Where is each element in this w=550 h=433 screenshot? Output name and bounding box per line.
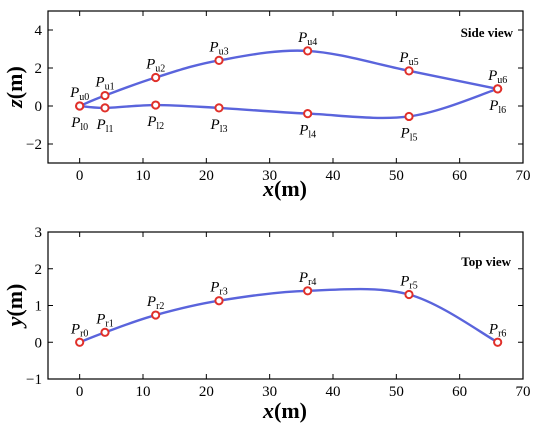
side-view-x-tick-label: 20 — [199, 168, 214, 184]
top-view-curves — [79, 287, 499, 344]
side-view-points — [75, 46, 503, 122]
side-view-point-label: Pu4 — [297, 30, 317, 48]
top-view-x-tick-label: 30 — [262, 384, 277, 400]
side-view-point — [404, 111, 414, 122]
side-view-point-label: Pl1 — [96, 117, 114, 135]
side-view-x-var: x — [262, 176, 274, 201]
top-view-point-label: Pr0 — [70, 321, 89, 339]
side-view-point — [303, 46, 313, 56]
side-view-point-label: Pu3 — [208, 39, 228, 57]
side-view-x-tick-label: 50 — [389, 168, 404, 184]
side-view-x-tick-label: 70 — [516, 168, 531, 184]
top-view-y-tick-label: 0 — [35, 335, 43, 351]
side-view-x-tick-label: 0 — [76, 168, 84, 184]
top-view-point — [151, 310, 161, 320]
top-view-y-tick-label: 3 — [35, 225, 43, 241]
top-view-y-axis-label: y(m) — [2, 284, 27, 330]
side-view-x-tick-label: 60 — [452, 168, 467, 184]
top-view-panel-label: Top view — [461, 254, 511, 269]
side-view-point-label: Pl3 — [210, 117, 228, 135]
top-view-point — [404, 289, 414, 300]
top-view-y-unit: (m) — [2, 284, 27, 317]
side-view-point — [303, 109, 313, 119]
top-view-y-var: y — [2, 316, 27, 329]
side-view-y-tick-label: 0 — [35, 99, 43, 115]
side-view-y-ticks: −2 0 2 4 — [26, 23, 523, 153]
side-view-point — [404, 66, 414, 76]
side-view-point — [151, 100, 161, 110]
top-view-x-tick-label: 10 — [136, 384, 151, 400]
top-view-x-axis-label: x(m) — [262, 398, 307, 423]
side-view-point — [151, 72, 161, 83]
top-view-point-label: Pr6 — [488, 321, 507, 339]
top-view-x-unit: (m) — [274, 398, 307, 423]
top-view-point-label: Pr4 — [298, 270, 317, 288]
side-view-y-tick-label: 2 — [35, 61, 43, 77]
side-view-point — [214, 55, 224, 66]
top-view-point — [75, 337, 85, 347]
side-view-point — [100, 103, 110, 113]
top-view-plot-frame — [47, 231, 524, 380]
top-view-x-var: x — [262, 398, 274, 423]
side-view-y-unit: (m) — [2, 66, 27, 99]
side-view-point-label: Pl2 — [146, 114, 164, 132]
side-view-x-unit: (m) — [274, 176, 307, 201]
top-view-x-tick-label: 60 — [452, 384, 467, 400]
side-view-y-tick-label: −2 — [26, 137, 42, 153]
top-view-points — [75, 286, 503, 347]
top-view-point — [100, 327, 110, 337]
top-view-x-tick-label: 50 — [389, 384, 404, 400]
top-view-x-ticks: 0 10 20 30 40 50 60 70 — [76, 232, 531, 400]
side-view-panel-label: Side view — [461, 25, 514, 40]
top-view-y-ticks: −1 0 1 2 3 — [26, 225, 523, 388]
side-view-y-axis-label: z(m) — [2, 66, 27, 109]
top-view-y-tick-label: 2 — [35, 262, 43, 278]
top-view-point — [214, 296, 224, 306]
top-view-point-label: Pr1 — [95, 311, 114, 329]
top-view-x-tick-label: 0 — [76, 384, 84, 400]
side-view-point-label: Pu1 — [94, 75, 114, 93]
side-view-curve-1 — [79, 87, 499, 120]
top-view-x-tick-label: 20 — [199, 384, 214, 400]
top-view-point — [493, 337, 503, 347]
top-view-point-labels: Pr0 Pr1 Pr2 Pr3 Pr4 Pr5 Pr6 — [70, 270, 507, 339]
side-view-x-tick-label: 30 — [262, 168, 277, 184]
top-view-point-label: Pr3 — [209, 280, 228, 298]
top-view-point-label: Pr5 — [399, 273, 418, 291]
top-view-y-tick-label: −1 — [26, 372, 42, 388]
side-view-point-label: Pl5 — [400, 125, 418, 143]
side-view-plot-frame — [47, 10, 524, 164]
side-view-x-tick-label: 10 — [136, 168, 151, 184]
top-view-y-tick-label: 1 — [35, 299, 43, 315]
side-view-y-var: z — [2, 99, 27, 109]
side-view-point-labels: Pu0 Pu1 Pu2 Pu3 Pu4 Pu5 Pu6 Pl0 Pl1 Pl2 Pl3 Pl4 Pl5 P… — [69, 30, 507, 144]
top-view-point — [303, 286, 313, 296]
side-view-point-label: Pu6 — [487, 68, 507, 86]
side-view-point — [493, 84, 503, 94]
side-view-point — [214, 103, 224, 113]
side-view-x-tick-label: 40 — [326, 168, 341, 184]
top-view-x-tick-label: 40 — [326, 384, 341, 400]
side-view-point-label: Pl6 — [488, 98, 506, 116]
side-view-panel: −2 0 2 4 0 10 20 30 40 50 60 70 Pu0 Pu1 Pu2 Pu3 Pu4 Pu5… — [2, 10, 531, 201]
side-view-point — [75, 101, 85, 111]
top-view-point-label: Pr2 — [146, 294, 165, 312]
side-view-curve-0 — [79, 49, 498, 108]
side-view-point — [100, 90, 110, 101]
side-view-x-ticks: 0 10 20 30 40 50 60 70 — [76, 11, 531, 184]
top-view-curve-0 — [79, 287, 499, 344]
top-view-x-tick-label: 70 — [516, 384, 531, 400]
side-view-x-axis-label: x(m) — [262, 176, 307, 201]
side-view-point-label: Pu2 — [145, 57, 165, 75]
side-view-point-label: Pl0 — [70, 115, 88, 133]
side-view-point-label: Pu0 — [69, 85, 89, 103]
side-view-point-label: Pu5 — [398, 50, 418, 68]
side-view-point-label: Pl4 — [298, 123, 316, 141]
side-view-curves — [79, 49, 499, 120]
side-view-y-tick-label: 4 — [35, 23, 43, 39]
